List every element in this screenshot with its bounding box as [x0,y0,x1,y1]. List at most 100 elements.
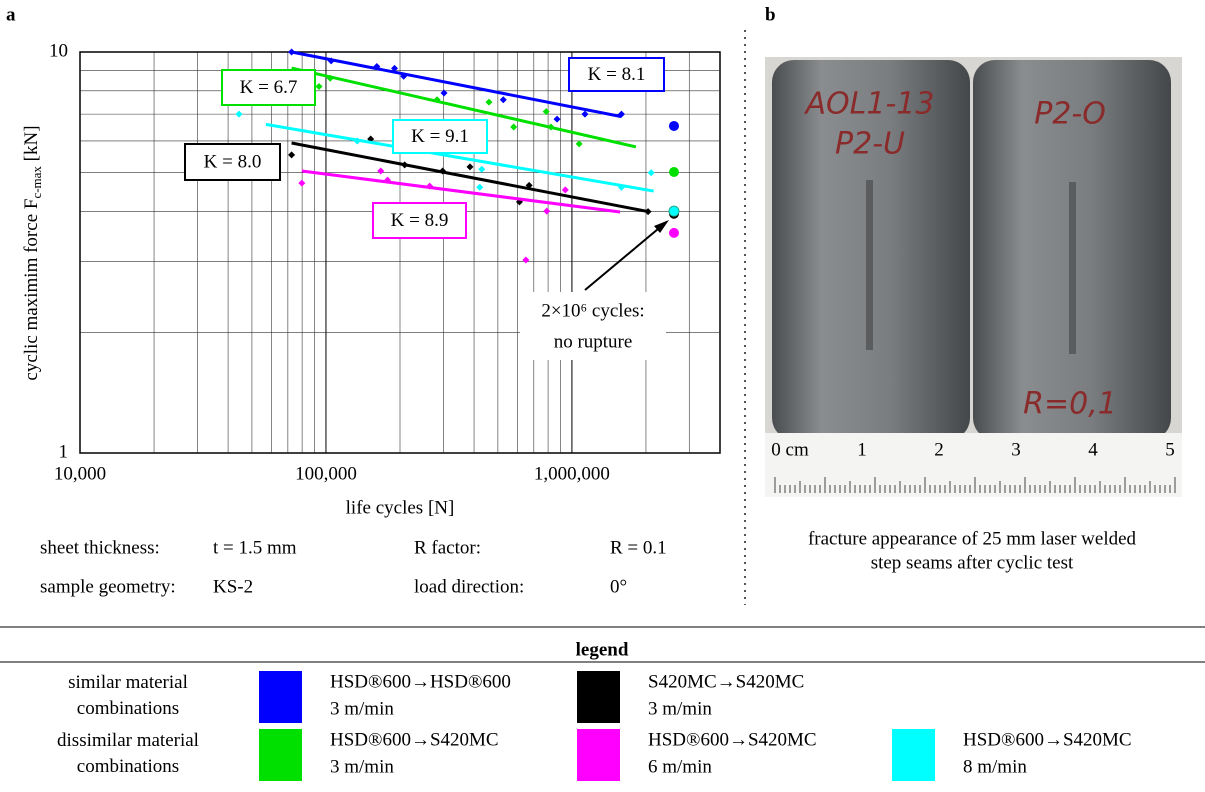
caption: fracture appearance of 25 mm laser welde… [808,528,1137,549]
legend-name: HSD®600→S420MC [330,729,499,750]
handwriting: AOL1-13 [804,87,935,122]
data-point [235,110,243,118]
y-axis-label: cyclic maximim force Fc-max [kN] [21,125,44,380]
legend-speed: 3 m/min [330,756,394,777]
fit-line [265,122,654,193]
data-point [617,183,625,191]
ruler [765,433,1182,497]
ruler-label: 4 [1088,439,1098,460]
data-point [485,98,493,106]
k-label: K = 8.1 [588,64,646,85]
runout-point [668,120,679,131]
legend-swatch [577,729,620,781]
handwriting: P2-U [835,127,905,162]
data-point [553,115,561,123]
fit-line [291,66,637,149]
fit-line [301,169,621,214]
legend-swatch [259,729,302,781]
data-point [353,137,361,145]
data-point [426,182,434,190]
data-point [288,151,296,159]
y-tick-label: 1 [59,441,69,462]
runout-point [668,227,679,238]
parameter: R factor: [414,537,481,558]
data-point [522,256,530,264]
k-label-box [184,143,281,181]
caption: step seams after cyclic test [871,552,1074,573]
x-tick-label: 10,000 [54,463,106,484]
legend-swatch [892,729,935,781]
data-point [543,207,551,215]
fit-line [291,50,622,119]
y-tick-label: 10 [49,40,68,61]
panel-label: b [765,4,776,25]
data-point [401,161,409,169]
data-point [617,110,625,118]
k-label-box [568,57,665,92]
legend-name: S420MC→S420MC [648,671,804,692]
data-point [547,123,555,131]
photo: 0 cm 1 2 3 4 5 [765,57,1182,497]
data-point [476,183,484,191]
x-tick-label: 1,000,000 [534,463,610,484]
parameter: R = 0.1 [610,537,667,558]
legend-speed: 6 m/min [648,756,712,777]
x-tick-label: 100,000 [295,463,357,484]
annotation-arrow [584,223,665,291]
handwriting: R=0,1 [1023,387,1117,422]
annotation: 2×10⁶ cycles: [541,300,644,321]
legend-speed: 8 m/min [963,756,1027,777]
k-label-box [372,202,467,239]
weld-seam [1069,182,1076,354]
legend-row-label: dissimilar material combinations [57,730,199,777]
data-point [391,64,399,72]
parameter: t = 1.5 mm [213,537,297,558]
runout-point [668,205,680,217]
weld-seam [866,180,873,350]
legend-swatch [577,671,620,723]
data-point [542,108,550,116]
legend-row-label: similar material combinations [68,672,188,719]
data-point [327,57,335,65]
k-label: K = 8.9 [391,210,449,231]
data-point [326,74,334,82]
legend-name: HSD®600→HSD®600 [330,671,511,692]
k-label: K = 6.7 [240,77,298,98]
y-label-main: cyclic maximim force F [21,199,42,381]
legend-speed: 3 m/min [648,698,712,719]
annotation: no rupture [554,331,633,352]
data-point [478,165,486,173]
data-point [373,63,381,71]
ruler-label: 3 [1011,439,1021,460]
parameter: sheet thickness: [40,537,160,558]
k-label-box [392,119,488,154]
legend-title: legend [576,639,629,660]
data-point [561,186,569,194]
parameter: load direction: [414,576,524,597]
data-point [440,89,448,97]
runout-point [668,167,679,178]
data-point [466,163,474,171]
parameter: KS-2 [213,576,253,597]
panel-label: a [6,4,16,25]
parameter: sample geometry: [40,576,176,597]
data-point [400,72,408,80]
data-point [581,110,589,118]
ruler-label: 0 cm [771,439,809,460]
data-point [525,181,533,189]
ruler-label: 1 [857,439,867,460]
k-label: K = 8.0 [204,151,262,172]
y-label-sub: c-max [29,166,44,199]
legend-swatch [259,671,302,723]
k-label-box [221,69,316,106]
x-axis-label: life cycles [N] [346,497,455,518]
data-point [433,96,441,104]
annotation-box [520,292,666,360]
handwriting: P2-O [1034,97,1106,132]
legend-name: HSD®600→S420MC [963,729,1132,750]
data-point [499,96,507,104]
legend-name: HSD®600→S420MC [648,729,817,750]
data-point [575,140,583,148]
